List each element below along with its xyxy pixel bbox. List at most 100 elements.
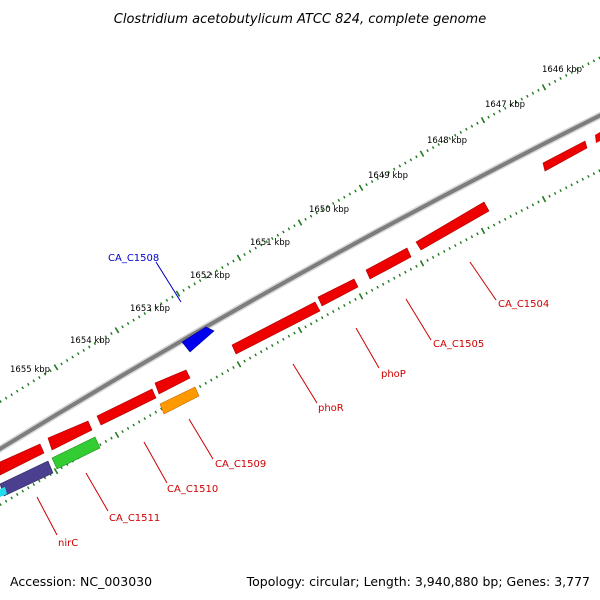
- minor-tick: [15, 493, 19, 496]
- gene-arrow-ca-c1508: [181, 326, 215, 353]
- minor-tick: [365, 183, 368, 187]
- minor-tick: [99, 338, 102, 342]
- minor-tick: [387, 170, 391, 174]
- minor-tick: [431, 255, 435, 259]
- gene-label-ca-c1509: CA_C1509: [215, 459, 266, 470]
- minor-tick: [254, 353, 257, 357]
- gene-arrow: [47, 420, 93, 451]
- minor-tick: [393, 276, 396, 280]
- minor-tick: [564, 186, 568, 190]
- gene-arrow: [0, 443, 45, 476]
- minor-tick: [132, 318, 135, 322]
- minor-tick: [492, 223, 496, 227]
- minor-tick: [276, 340, 280, 344]
- minor-tick: [398, 164, 402, 168]
- minor-tick: [232, 259, 235, 263]
- minor-tick: [110, 332, 113, 336]
- minor-tick: [198, 279, 202, 283]
- minor-tick: [27, 382, 30, 386]
- minor-tick: [204, 381, 208, 385]
- kbp-label: 1648 kbp: [427, 136, 467, 146]
- minor-tick: [376, 285, 379, 289]
- major-tick: [541, 84, 547, 91]
- minor-tick: [354, 297, 357, 301]
- minor-tick: [104, 439, 108, 443]
- minor-tick: [104, 335, 108, 339]
- minor-tick: [187, 285, 191, 289]
- minor-tick: [209, 272, 213, 276]
- kbp-label: 1652 kbp: [190, 271, 230, 281]
- minor-tick: [71, 355, 74, 359]
- minor-tick: [448, 246, 451, 250]
- minor-tick: [498, 220, 501, 224]
- minor-tick: [15, 389, 19, 393]
- minor-tick: [49, 369, 52, 373]
- kbp-label: 1647 kbp: [485, 100, 525, 110]
- minor-tick: [337, 198, 341, 202]
- gene-label-phop: phoP: [381, 369, 406, 380]
- minor-tick: [520, 97, 524, 101]
- minor-tick: [198, 385, 202, 388]
- gene-arrow-ca-c1509: [159, 386, 200, 415]
- minor-tick: [409, 158, 413, 162]
- major-tick: [114, 327, 120, 334]
- minor-tick: [287, 334, 291, 338]
- connector-ca-c1505: [405, 298, 432, 341]
- minor-tick: [21, 386, 24, 390]
- gene-features: [0, 132, 600, 497]
- minor-tick: [564, 73, 568, 77]
- minor-tick: [154, 305, 158, 309]
- gene-arrow-phop: [317, 278, 359, 307]
- minor-tick: [498, 109, 501, 113]
- minor-tick: [331, 202, 335, 205]
- minor-tick: [587, 62, 590, 66]
- minor-tick: [160, 302, 163, 306]
- minor-tick: [526, 94, 529, 98]
- minor-tick: [331, 310, 335, 314]
- kbp-labels: 1646 kbp 1647 kbp 1648 kbp 1649 kbp 1650…: [10, 65, 582, 375]
- minor-tick: [559, 189, 562, 193]
- minor-tick: [65, 359, 69, 362]
- minor-tick: [10, 496, 13, 500]
- backbone-shadow: [0, 111, 600, 454]
- minor-tick: [43, 372, 47, 376]
- minor-tick: [459, 241, 463, 245]
- minor-tick: [537, 88, 540, 92]
- connector-ca-c1510: [143, 441, 168, 484]
- gene-arrow: [154, 369, 191, 395]
- minor-tick: [492, 112, 496, 116]
- connector-ca-c1508: [155, 261, 182, 303]
- minor-tick: [531, 203, 535, 207]
- minor-tick: [82, 348, 86, 352]
- minor-tick: [232, 365, 235, 369]
- minor-tick: [442, 249, 446, 253]
- minor-tick: [32, 482, 36, 486]
- minor-tick: [570, 183, 573, 187]
- minor-tick: [309, 322, 313, 326]
- minor-tick: [515, 211, 518, 215]
- minor-tick: [431, 146, 435, 150]
- minor-tick: [387, 279, 390, 283]
- gene-label-nirc: nirC: [58, 538, 78, 549]
- minor-tick: [148, 308, 152, 312]
- gene-labels: CA_C1508 CA_C1504 CA_C1505 phoP phoR CA_…: [58, 253, 549, 549]
- gene-arrow-ca-c1511: [51, 436, 101, 470]
- minor-tick: [282, 230, 285, 234]
- major-tick: [541, 195, 547, 203]
- gene-arrow-ca-c1510: [96, 388, 157, 426]
- minor-tick: [465, 238, 468, 242]
- minor-tick: [587, 174, 590, 178]
- minor-tick: [392, 167, 396, 171]
- major-tick: [53, 364, 59, 371]
- minor-tick: [559, 76, 562, 80]
- connector-ca-c1511: [85, 472, 109, 512]
- minor-tick: [426, 149, 429, 153]
- minor-tick: [0, 503, 2, 507]
- gene-arrow-phor: [231, 301, 321, 355]
- major-tick: [297, 326, 303, 334]
- kbp-label: 1649 kbp: [368, 171, 408, 181]
- minor-tick: [248, 356, 252, 360]
- minor-tick: [454, 244, 457, 248]
- major-tick: [236, 361, 242, 368]
- minor-tick: [326, 205, 330, 209]
